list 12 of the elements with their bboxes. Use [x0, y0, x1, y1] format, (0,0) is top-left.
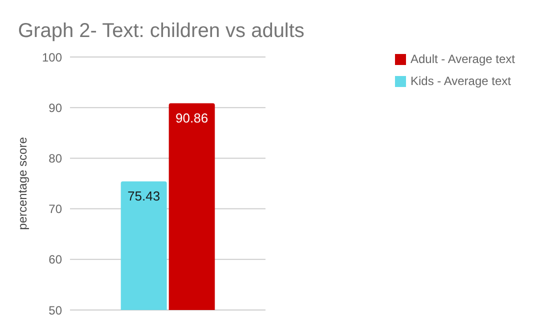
data-label: 75.43 [128, 188, 160, 204]
y-tick-label: 60 [48, 252, 62, 267]
y-tick-label: 90 [48, 100, 62, 115]
y-axis-title: percentage score [15, 136, 30, 230]
chart-title: Graph 2- Text: children vs adults [18, 20, 304, 43]
legend-label: Adult - Average text [410, 52, 515, 66]
y-tick-label: 80 [48, 151, 62, 166]
y-tick-label: 50 [48, 303, 62, 318]
y-tick-label: 70 [48, 202, 62, 216]
legend-label: Kids - Average text [410, 74, 511, 88]
y-tick-label: 100 [42, 50, 62, 64]
data-label: 90.86 [176, 110, 208, 126]
